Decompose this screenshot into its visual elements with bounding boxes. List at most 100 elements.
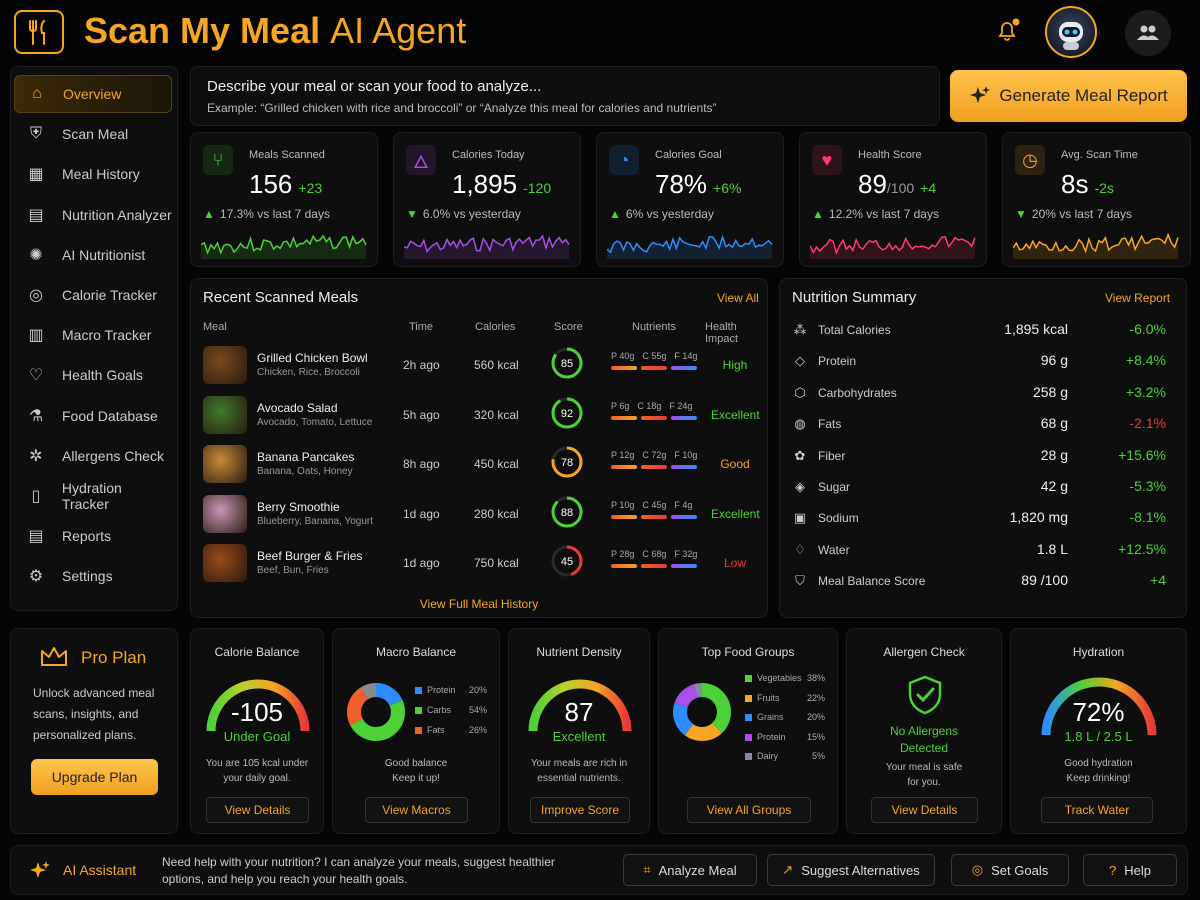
sidebar-item-nutrition-analyzer[interactable]: ▤ Nutrition Analyzer bbox=[14, 196, 172, 234]
avatar[interactable] bbox=[1045, 6, 1097, 58]
meal-score: 88 bbox=[561, 507, 573, 519]
stat-label: Avg. Scan Time bbox=[1061, 149, 1138, 161]
nutrition-summary-title: Nutrition Summary bbox=[792, 289, 917, 306]
sidebar-item-allergens-check[interactable]: ✲ Allergens Check bbox=[14, 437, 172, 475]
sidebar-item-macro-tracker[interactable]: ▥ Macro Tracker bbox=[14, 316, 172, 354]
users-icon bbox=[1137, 25, 1159, 40]
stat-sparkline bbox=[1013, 225, 1179, 259]
home-icon: ⌂ bbox=[32, 85, 42, 102]
suggest-alternatives-label: Suggest Alternatives bbox=[801, 862, 920, 878]
nutrition-value: 1,895 kcal bbox=[1004, 321, 1068, 337]
stat-trend: ▼ 20% vs last 7 days bbox=[1015, 207, 1132, 221]
stat-trend-text: 12.2% vs last 7 days bbox=[828, 207, 939, 221]
trend-icon: ↗ bbox=[782, 862, 794, 877]
food-slice-dairy bbox=[673, 683, 731, 741]
col-nutrients: Nutrients bbox=[632, 321, 677, 333]
sidebar-item-calorie-tracker[interactable]: ◎ Calorie Tracker bbox=[14, 276, 172, 314]
meal-ingredients: Blueberry, Banana, Yogurt bbox=[257, 515, 374, 527]
nutrient-f: F 32g bbox=[674, 549, 698, 560]
stat-sparkline bbox=[810, 225, 976, 259]
nutrition-summary-panel: Nutrition Summary View Report ⁂ Total Cal… bbox=[779, 278, 1187, 618]
nutrient-bar bbox=[641, 366, 667, 370]
generate-report-button[interactable]: Generate Meal Report bbox=[950, 70, 1187, 122]
meal-score: 45 bbox=[561, 556, 573, 568]
nutrition-row-total-calories: ⁂ Total Calories 1,895 kcal -6.0% bbox=[780, 315, 1188, 345]
nutrition-label: Fiber bbox=[818, 448, 846, 463]
nutrient-p: P 10g bbox=[611, 499, 635, 510]
nutrient-bar bbox=[611, 415, 637, 420]
table-row[interactable]: Avocado Salad Avocado, Tomato, Lettuce 5h … bbox=[191, 392, 769, 442]
suggest-alternatives-button[interactable]: ↗ Suggest Alternatives bbox=[767, 854, 935, 886]
sidebar-item-label: Macro Tracker bbox=[62, 327, 152, 344]
table-row[interactable]: Grilled Chicken Bowl Chicken, Rice, Brocc… bbox=[191, 342, 769, 392]
meal-name: Banana Pancakes bbox=[257, 450, 355, 465]
nutrient-bar bbox=[611, 366, 637, 370]
sidebar-item-scan-meal[interactable]: ⛨ Scan Meal bbox=[14, 115, 172, 153]
drop-icon: ♢ bbox=[794, 541, 806, 557]
meal-thumbnail bbox=[203, 395, 247, 434]
upgrade-plan-button[interactable]: Upgrade Plan bbox=[31, 759, 158, 795]
hydration-card: Hydration 72% 1.8 L / 2.5 L Good hydrati… bbox=[1010, 628, 1187, 834]
improve-score-button[interactable]: Improve Score bbox=[530, 797, 630, 823]
legend-value: 5% bbox=[811, 751, 825, 761]
view-full-history-link[interactable]: View Full Meal History bbox=[419, 597, 539, 611]
view-all-link[interactable]: View All bbox=[717, 291, 759, 305]
arrow-up-icon: ▲ bbox=[203, 207, 215, 221]
sidebar-item-ai-nutritionist[interactable]: ✺ AI Nutritionist bbox=[14, 236, 172, 274]
set-goals-button[interactable]: ◎ Set Goals bbox=[951, 854, 1069, 886]
meal-score-ring: 88 bbox=[550, 495, 584, 529]
nutrient-bar bbox=[611, 514, 637, 519]
sidebar-item-food-database[interactable]: ⚗ Food Database bbox=[14, 397, 172, 435]
nutrient-c: C 55g bbox=[642, 351, 667, 361]
nutrition-label: Protein bbox=[818, 354, 857, 369]
sidebar-item-label: Overview bbox=[63, 86, 122, 102]
meal-time: 2h ago bbox=[403, 358, 440, 372]
notification-bell-icon[interactable] bbox=[994, 18, 1020, 44]
table-row[interactable]: Banana Pancakes Banana, Oats, Honey 8h ago… bbox=[191, 441, 769, 491]
arrow-up-icon: ▲ bbox=[812, 207, 824, 221]
meal-ingredients: Beef, Bun, Fries bbox=[257, 565, 329, 577]
macro-icon: ▥ bbox=[28, 327, 44, 345]
nutrition-value: 258 g bbox=[1032, 383, 1068, 400]
health-impact: Good bbox=[720, 457, 750, 472]
stat-value-row: 8s -2s bbox=[1061, 169, 1114, 200]
food-groups-card: Top Food Groups Vegetables 38% Fruits 22% Gr… bbox=[658, 628, 838, 834]
pro-plan-card: Pro Plan Unlock advanced meal scans, ins… bbox=[10, 628, 178, 834]
pro-plan-description: Unlock advanced meal scans, insights, an… bbox=[33, 686, 155, 742]
stat-value-row: 78% +6% bbox=[655, 169, 741, 200]
calorie-view-details-button[interactable]: View Details bbox=[206, 797, 309, 823]
help-button[interactable]: ? Help bbox=[1083, 854, 1177, 886]
sidebar-item-health-goals[interactable]: ♡ Health Goals bbox=[14, 356, 172, 394]
nutrient-bars bbox=[611, 564, 697, 569]
sidebar-item-reports[interactable]: ▤ Reports bbox=[14, 517, 172, 555]
sidebar-item-meal-history[interactable]: ▦ Meal History bbox=[14, 155, 172, 193]
sidebar-item-label: Allergens Check bbox=[62, 447, 164, 464]
stat-trend: ▲ 6% vs yesterday bbox=[609, 207, 714, 221]
sidebar-item-settings[interactable]: ⚙ Settings bbox=[14, 557, 172, 595]
sodium-icon: ▣ bbox=[793, 510, 807, 526]
sidebar-item-overview[interactable]: ⌂ Overview bbox=[14, 75, 172, 113]
allergen-view-details-button[interactable]: View Details bbox=[871, 797, 978, 823]
users-button[interactable] bbox=[1125, 10, 1171, 56]
nutrition-row-meal-balance-score: ⛉ Meal Balance Score 89 /100 +4 bbox=[780, 566, 1188, 596]
analyze-meal-button[interactable]: ⌗ Analyze Meal bbox=[623, 854, 757, 886]
nutrition-delta: +12.5% bbox=[1118, 540, 1166, 557]
fiber-icon: ✿ bbox=[794, 447, 806, 463]
sidebar-item-hydration-tracker[interactable]: ▯ Hydration Tracker bbox=[14, 477, 172, 515]
shield-check-icon bbox=[907, 675, 943, 715]
crown-icon bbox=[39, 645, 69, 669]
table-row[interactable]: Berry Smoothie Blueberry, Banana, Yogurt 1… bbox=[191, 491, 769, 541]
track-water-button[interactable]: Track Water bbox=[1041, 797, 1153, 823]
nutrient-bars bbox=[611, 366, 697, 370]
table-row[interactable]: Beef Burger & Fries Beef, Bun, Fries 1d ag… bbox=[191, 540, 769, 590]
sidebar-item-label: Food Database bbox=[62, 407, 158, 424]
nutrient-f: F 10g bbox=[674, 450, 698, 461]
hydration-gauge-arc bbox=[1041, 677, 1157, 736]
health-impact: Low bbox=[723, 556, 746, 571]
meal-search-input[interactable]: Describe your meal or scan your food to … bbox=[190, 66, 940, 126]
view-all-groups-button[interactable]: View All Groups bbox=[687, 797, 811, 823]
view-report-link[interactable]: View Report bbox=[1105, 291, 1171, 305]
stat-value-row: 156 +23 bbox=[249, 169, 322, 200]
view-macros-button[interactable]: View Macros bbox=[365, 797, 468, 823]
stat-label: Health Score bbox=[858, 149, 922, 161]
